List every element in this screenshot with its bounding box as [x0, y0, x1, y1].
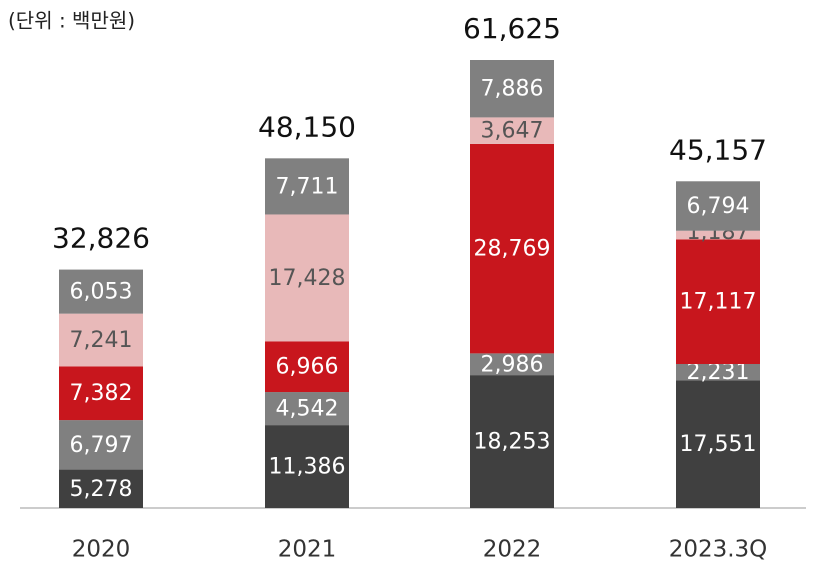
value-label: 11,386 [269, 455, 346, 480]
bar-segment [676, 363, 760, 381]
bar-segment [470, 117, 554, 144]
bar-segment [59, 366, 143, 421]
bar-segment [676, 380, 760, 508]
value-label: 6,966 [276, 355, 339, 380]
value-label: 5,278 [70, 477, 133, 502]
value-label: 7,886 [481, 77, 544, 102]
bar-segment [59, 469, 143, 508]
value-label: 6,797 [70, 433, 133, 458]
value-label: 2,986 [481, 352, 544, 377]
value-label: 6,794 [687, 194, 750, 219]
value-label: 7,241 [70, 328, 133, 353]
total-label: 48,150 [258, 110, 356, 143]
total-label: 32,826 [52, 222, 150, 255]
x-tick-label: 2021 [278, 537, 337, 562]
x-tick-label: 2023.3Q [669, 537, 768, 562]
bar-segment [676, 239, 760, 364]
value-label: 17,428 [269, 266, 346, 291]
total-label: 61,625 [463, 12, 561, 45]
value-label: 7,711 [276, 174, 339, 199]
value-label: 17,551 [680, 432, 757, 457]
bar-segment [470, 143, 554, 354]
bar-segment [59, 313, 143, 367]
unit-label: (단위 : 백만원) [8, 9, 135, 33]
value-label: 3,647 [481, 119, 544, 144]
bar-segment [470, 353, 554, 376]
bar-segment [265, 214, 349, 342]
bar-segment [59, 269, 143, 314]
value-label: 4,542 [276, 397, 339, 422]
bar-segment [265, 425, 349, 508]
x-tick-label: 2020 [72, 537, 131, 562]
value-label: 18,253 [474, 430, 551, 455]
value-label: 17,117 [680, 290, 757, 315]
bar-segment [676, 181, 760, 231]
total-label: 45,157 [669, 133, 767, 166]
bar-segment [265, 392, 349, 426]
bar-segment [470, 375, 554, 508]
bar-segment [470, 60, 554, 118]
value-label: 6,053 [70, 280, 133, 305]
value-label: 7,382 [70, 381, 133, 406]
value-label: 2,231 [687, 360, 750, 385]
x-tick-label: 2022 [483, 537, 542, 562]
bar-segment [265, 341, 349, 393]
bar-segment [59, 420, 143, 470]
bar-segment [265, 158, 349, 215]
bar-segment [676, 230, 760, 240]
value-label: 28,769 [474, 237, 551, 262]
